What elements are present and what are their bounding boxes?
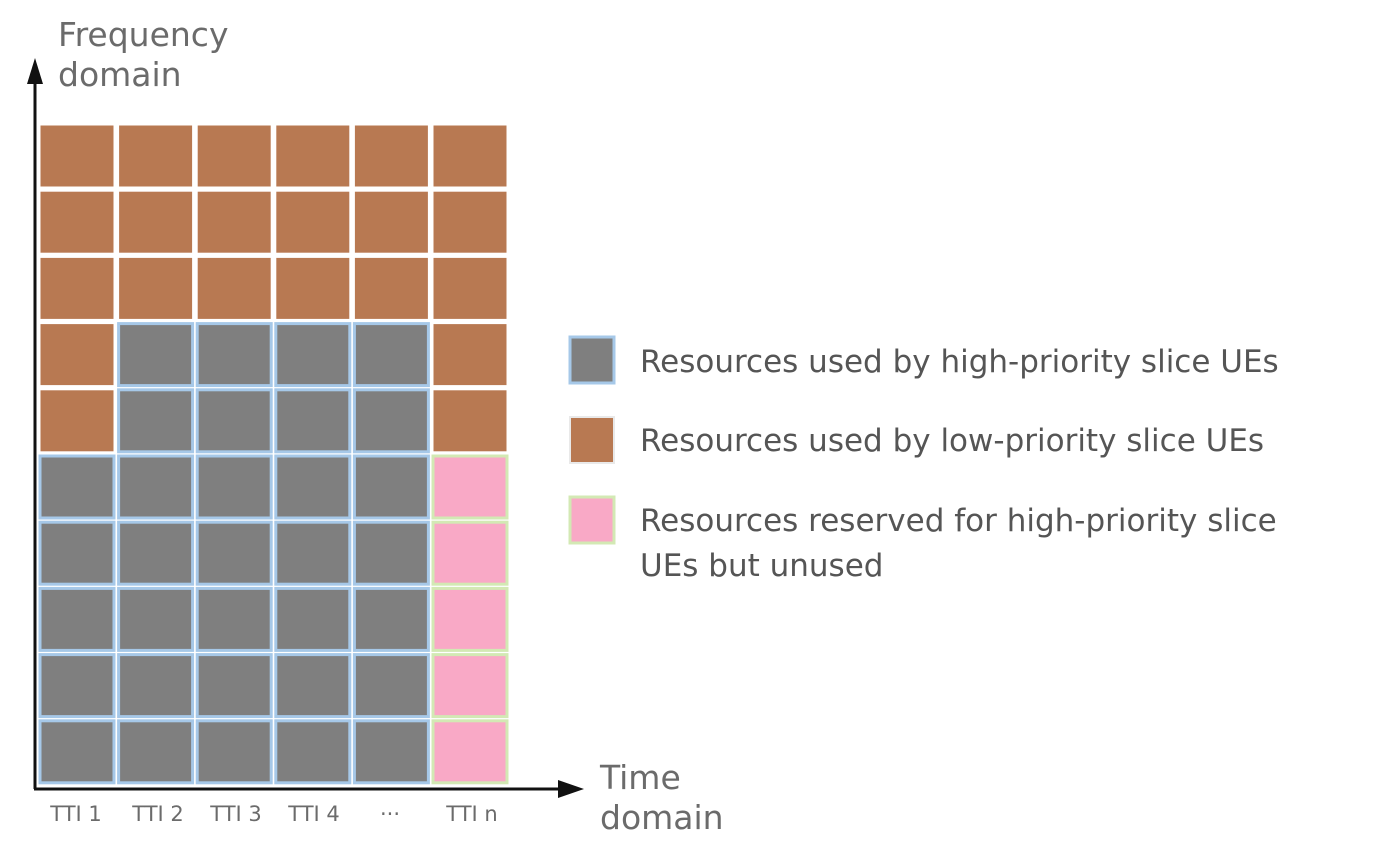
axes — [27, 58, 584, 798]
resource-block-high — [117, 586, 195, 652]
resource-block-low — [353, 124, 429, 188]
resource-block-high — [117, 653, 195, 719]
legend-label-high: Resources used by high-priority slice UE… — [640, 344, 1279, 380]
resource-block-high — [38, 520, 116, 586]
legend-swatch-reserved — [568, 495, 616, 545]
resource-block-low — [432, 190, 508, 254]
resource-block-low — [432, 389, 508, 453]
resource-block-high — [274, 653, 352, 719]
resource-block-low — [39, 124, 115, 188]
resource-block-high — [195, 719, 273, 785]
resource-block-high — [352, 520, 430, 586]
resource-block-low — [275, 190, 351, 254]
time-axis-label-line2: domain — [600, 798, 724, 837]
resource-block-high — [195, 653, 273, 719]
resource-block-reserved — [431, 520, 509, 586]
column-label: TTI 2 — [131, 802, 184, 826]
resource-block-low — [275, 256, 351, 320]
resource-block-high — [195, 322, 273, 388]
resource-block-reserved — [431, 719, 509, 785]
resource-block-low — [196, 190, 272, 254]
column-label: ··· — [380, 802, 400, 826]
resource-block-low — [196, 256, 272, 320]
resource-block-high — [195, 388, 273, 454]
resource-block-high — [352, 454, 430, 520]
column-label: TTI 1 — [49, 802, 102, 826]
resource-block-high — [352, 653, 430, 719]
legend-label-low: Resources used by low-priority slice UEs — [640, 423, 1264, 459]
resource-block-high — [274, 586, 352, 652]
column-label: TTI n — [445, 802, 497, 826]
resource-block-low — [39, 323, 115, 387]
resource-block-low — [39, 256, 115, 320]
legend-swatch-low — [569, 416, 615, 464]
resource-block-high — [117, 454, 195, 520]
resource-block-low — [432, 323, 508, 387]
column-label: TTI 4 — [287, 802, 340, 826]
legend-label-reserved-line2: UEs but unused — [640, 548, 883, 584]
resource-block-low — [118, 124, 194, 188]
resource-block-high — [117, 520, 195, 586]
time-axis-arrow — [558, 780, 584, 798]
resource-block-high — [38, 719, 116, 785]
resource-block-high — [117, 322, 195, 388]
resource-block-high — [195, 586, 273, 652]
frequency-axis-arrow — [27, 58, 43, 84]
resource-block-reserved — [431, 454, 509, 520]
column-labels: TTI 1 TTI 2 TTI 3 TTI 4 ··· TTI n — [49, 802, 497, 826]
resource-block-low — [432, 124, 508, 188]
resource-block-high — [195, 454, 273, 520]
resource-block-reserved — [431, 653, 509, 719]
resource-block-high — [274, 388, 352, 454]
legend-swatch-high — [568, 335, 616, 385]
resource-block-high — [38, 653, 116, 719]
resource-block-low — [118, 256, 194, 320]
resource-block-low — [196, 124, 272, 188]
resource-block-high — [274, 454, 352, 520]
frequency-axis-label-line2: domain — [58, 55, 182, 94]
resource-block-reserved — [431, 586, 509, 652]
resource-block-high — [352, 586, 430, 652]
resource-block-low — [432, 256, 508, 320]
resource-block-low — [39, 389, 115, 453]
resource-block-high — [352, 322, 430, 388]
resource-block-high — [38, 586, 116, 652]
resource-block-high — [117, 388, 195, 454]
legend: Resources used by high-priority slice UE… — [568, 335, 1279, 584]
time-axis-label-line1: Time — [599, 758, 681, 797]
resource-block-high — [38, 454, 116, 520]
resource-block-low — [353, 256, 429, 320]
resource-block-high — [195, 520, 273, 586]
resource-block-high — [274, 520, 352, 586]
legend-label-reserved-line1: Resources reserved for high-priority sli… — [640, 503, 1277, 539]
resource-block-high — [274, 322, 352, 388]
resource-block-low — [39, 190, 115, 254]
resource-grid — [38, 124, 509, 785]
resource-block-high — [352, 388, 430, 454]
frequency-axis-label-line1: Frequency — [58, 15, 228, 54]
resource-block-high — [274, 719, 352, 785]
resource-block-high — [352, 719, 430, 785]
resource-block-low — [353, 190, 429, 254]
resource-block-high — [117, 719, 195, 785]
resource-block-low — [275, 124, 351, 188]
resource-block-low — [118, 190, 194, 254]
column-label: TTI 3 — [209, 802, 262, 826]
